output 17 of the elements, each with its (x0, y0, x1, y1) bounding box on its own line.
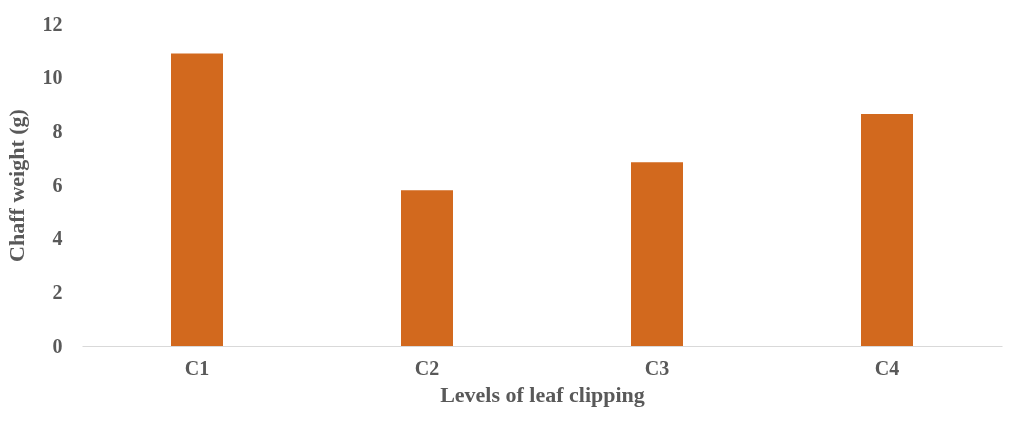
bar (401, 190, 453, 346)
y-tick-label: 4 (52, 227, 63, 250)
x-axis-title: Levels of leaf clipping (440, 381, 645, 407)
y-tick-label: 2 (52, 280, 63, 303)
y-tick-label: 10 (42, 66, 63, 89)
bar (171, 53, 223, 346)
y-tick-label: 0 (52, 334, 63, 357)
x-tick-label: C4 (874, 356, 900, 379)
x-tick-label: C2 (414, 356, 440, 379)
y-axis-title: Chaff weight (g) (3, 109, 29, 262)
x-tick-label: C3 (644, 356, 670, 379)
y-tick-label: 8 (52, 119, 63, 142)
x-tick-label: C1 (184, 356, 210, 379)
y-tick-label: 6 (52, 173, 63, 196)
bar (861, 113, 913, 346)
bar (631, 162, 683, 346)
y-tick-label: 12 (42, 12, 63, 35)
